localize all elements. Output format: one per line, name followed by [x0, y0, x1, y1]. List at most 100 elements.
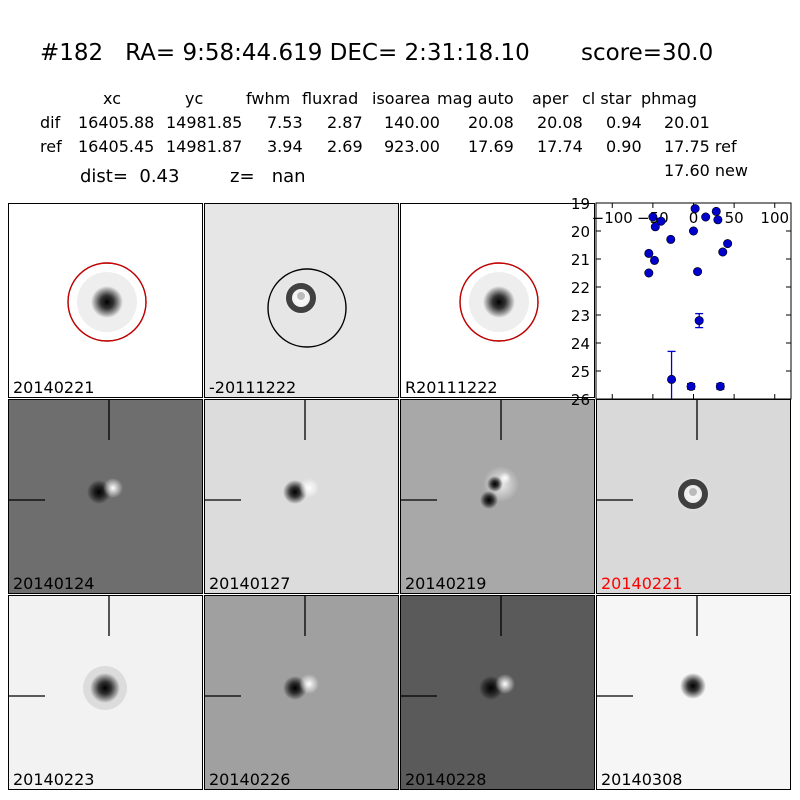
cutout-panel: 20140308 — [596, 595, 791, 790]
data-point — [667, 374, 677, 384]
y-tick-label: 26 — [571, 391, 590, 409]
table-cell: 20.01 — [664, 113, 710, 132]
column-header: fwhm — [246, 89, 291, 108]
cutout-date-label: 20140226 — [209, 770, 291, 789]
table-cell: 3.94 — [267, 137, 303, 156]
table-cell: 16405.88 — [78, 113, 155, 132]
cutout-panel: 20140226 — [204, 595, 399, 790]
cutout-date-label: 20140221 — [601, 574, 683, 593]
cutout-date-label: 20140228 — [405, 770, 487, 789]
data-point — [694, 316, 704, 326]
row-label: ref — [40, 137, 62, 156]
data-point — [666, 234, 676, 244]
data-point — [650, 222, 660, 232]
cutout-image — [459, 262, 539, 342]
cutout-date-label: 20140127 — [209, 574, 291, 593]
y-tick-label: 23 — [571, 307, 590, 325]
table-cell: 17.69 — [468, 137, 514, 156]
table-cell: 20.08 — [537, 113, 583, 132]
data-point — [686, 381, 696, 391]
y-tick-label: 22 — [571, 279, 590, 297]
cutout-panel: -20111222 — [204, 203, 399, 398]
table-cell: 14981.85 — [166, 113, 243, 132]
cutout-image — [9, 400, 123, 504]
table-cell: 2.87 — [327, 113, 363, 132]
aperture-circle — [459, 262, 539, 342]
cutout-image — [401, 596, 515, 700]
aperture-circle — [267, 268, 347, 348]
cutout-panel: R20111222 — [400, 203, 595, 398]
y-tick-label: 19 — [571, 195, 590, 213]
x-tick-label: −100 — [592, 209, 633, 227]
z-value: z= nan — [230, 166, 306, 187]
cutout-date-label: 20140308 — [601, 770, 683, 789]
cutout-panel: 20140228 — [400, 595, 595, 790]
cutout-image — [597, 596, 706, 699]
column-header: aper — [532, 89, 569, 108]
data-point — [648, 212, 658, 222]
data-point — [715, 381, 725, 391]
y-tick-label: 21 — [571, 251, 590, 269]
table-cell: 20.08 — [468, 113, 514, 132]
cutout-date-label: -20111222 — [209, 378, 297, 397]
report-title: #182 RA= 9:58:44.619 DEC= 2:31:18.10 sco… — [40, 40, 714, 66]
cutout-image — [9, 596, 127, 710]
data-point — [711, 206, 721, 216]
table-cell: 17.74 — [537, 137, 583, 156]
cutout-panel: 20140221 — [8, 203, 203, 398]
cutout-date-label: 20140223 — [13, 770, 95, 789]
table-cell: 14981.87 — [166, 137, 243, 156]
cutout-date-label: 20140124 — [13, 574, 95, 593]
column-header: yc — [185, 89, 204, 108]
aperture-circle — [67, 262, 147, 342]
table-cell: 17.75 ref — [664, 137, 737, 156]
table-cell: 923.00 — [384, 137, 440, 156]
column-header: mag auto — [437, 89, 514, 108]
table-cell: 140.00 — [384, 113, 440, 132]
row-label: dif — [40, 113, 61, 132]
column-header: cl star — [582, 89, 632, 108]
data-point — [644, 268, 654, 278]
table-cell: 2.69 — [327, 137, 363, 156]
data-point — [723, 239, 733, 249]
cutout-image — [205, 596, 319, 700]
data-point — [718, 247, 728, 257]
cutout-date-label: 20140219 — [405, 574, 487, 593]
plot-frame — [595, 202, 792, 400]
table-cell: 7.53 — [267, 113, 303, 132]
x-tick-label: 50 — [725, 209, 744, 227]
y-tick-label: 20 — [571, 223, 590, 241]
cutout-image — [205, 400, 319, 504]
column-header: xc — [103, 89, 121, 108]
data-point — [644, 248, 654, 258]
x-tick-label: 100 — [760, 209, 789, 227]
cutout-date-label: 20140221 — [13, 378, 95, 397]
cutout-panel: 20140127 — [204, 399, 399, 594]
cutout-date-label: R20111222 — [405, 378, 498, 397]
cutout-image — [401, 400, 519, 509]
data-point — [701, 212, 711, 222]
table-cell: 16405.45 — [78, 137, 155, 156]
x-tick-label: 0 — [689, 209, 699, 227]
table-cell: 0.94 — [606, 113, 642, 132]
data-point — [649, 255, 659, 265]
dist-value: dist= 0.43 — [80, 166, 180, 187]
data-point — [693, 267, 703, 277]
cutout-panel: 20140223 — [8, 595, 203, 790]
column-header: fluxrad — [302, 89, 359, 108]
cutout-image — [267, 268, 347, 348]
y-tick-label: 25 — [571, 363, 590, 381]
data-point — [689, 226, 699, 236]
data-point — [656, 216, 666, 226]
y-tick-label: 24 — [571, 335, 590, 353]
data-point — [713, 215, 723, 225]
column-header: phmag — [641, 89, 697, 108]
column-header: isoarea — [372, 89, 431, 108]
data-point — [690, 204, 700, 214]
phmag-new: 17.60 new — [664, 161, 748, 180]
cutout-panel: 20140219 — [400, 399, 595, 594]
cutout-image — [67, 262, 147, 342]
cutout-panel: 20140221 — [596, 399, 791, 594]
